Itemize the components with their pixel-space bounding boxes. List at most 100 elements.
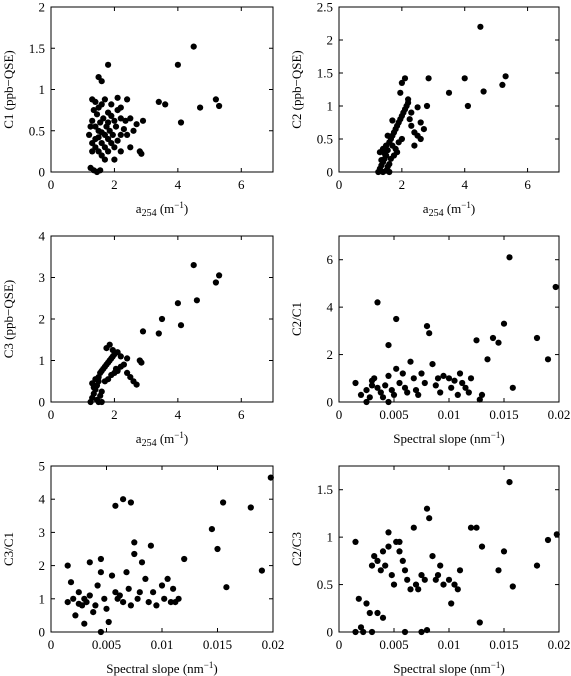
- data-point: [120, 126, 127, 133]
- data-point: [544, 536, 552, 544]
- data-point: [111, 156, 118, 163]
- data-point: [363, 600, 370, 607]
- data-point: [90, 384, 97, 391]
- y-tick-label: 2: [39, 558, 46, 573]
- data-point: [385, 529, 392, 536]
- data-point: [454, 391, 461, 398]
- x-tick-label: 0.015: [203, 637, 232, 652]
- data-point: [92, 98, 99, 105]
- data-point: [86, 131, 93, 138]
- data-point: [407, 586, 414, 593]
- data-point: [477, 23, 484, 30]
- data-point: [377, 567, 384, 574]
- data-point: [509, 583, 516, 590]
- data-point: [408, 109, 415, 116]
- data-point: [389, 117, 396, 124]
- data-point: [124, 96, 131, 103]
- data-point: [111, 117, 118, 124]
- y-axis-label: C1 (ppb−QSE): [1, 50, 16, 128]
- data-point: [357, 391, 365, 398]
- data-point: [127, 144, 134, 151]
- y-tick-label: 1: [39, 353, 46, 368]
- data-point: [83, 599, 90, 606]
- data-point: [124, 355, 131, 362]
- data-point: [434, 572, 442, 579]
- data-point: [87, 123, 94, 130]
- data-point: [134, 595, 141, 602]
- data-point: [445, 375, 453, 382]
- data-point: [158, 315, 166, 323]
- data-point: [368, 562, 376, 569]
- data-point: [401, 384, 409, 391]
- data-point: [451, 581, 458, 588]
- x-tick-label: 0.02: [548, 407, 571, 422]
- data-point: [212, 279, 219, 286]
- data-point: [499, 81, 506, 88]
- data-point: [120, 361, 127, 368]
- x-tick-label: 2: [111, 177, 118, 192]
- data-point: [120, 599, 127, 606]
- data-point: [397, 89, 404, 96]
- x-tick-label: 0: [48, 637, 55, 652]
- data-point: [437, 389, 444, 396]
- data-point: [124, 369, 131, 376]
- axes-frame: [338, 465, 560, 633]
- data-point: [117, 104, 124, 111]
- data-point: [72, 612, 79, 619]
- data-point: [509, 384, 516, 391]
- y-axis-label: C3 (ppb−QSE): [1, 280, 16, 358]
- data-point: [120, 496, 127, 503]
- data-point: [401, 75, 409, 82]
- data-point: [437, 562, 444, 569]
- data-point: [418, 370, 425, 377]
- data-point: [432, 382, 439, 389]
- data-point: [382, 382, 389, 389]
- data-point: [89, 148, 96, 155]
- data-point: [267, 474, 274, 481]
- data-point: [404, 389, 411, 396]
- data-point: [127, 115, 134, 122]
- data-point: [109, 347, 116, 354]
- data-point: [117, 115, 124, 122]
- data-point: [393, 315, 400, 323]
- data-point: [426, 515, 433, 522]
- y-tick-label: 4: [327, 300, 334, 315]
- data-point: [216, 102, 223, 110]
- data-point: [112, 589, 119, 596]
- data-point: [366, 394, 373, 401]
- x-axis-label: a254 (m−1): [136, 200, 188, 219]
- y-tick-label: 1.5: [317, 482, 333, 497]
- data-point: [142, 575, 149, 583]
- x-tick-label: 0.005: [379, 407, 408, 422]
- data-point: [429, 553, 436, 560]
- x-tick-label: 2: [399, 177, 406, 192]
- y-tick-label: 6: [327, 252, 334, 267]
- data-point: [216, 272, 223, 279]
- data-point: [398, 79, 405, 86]
- data-point: [93, 111, 101, 118]
- data-point: [417, 119, 424, 126]
- x-axis-label: Spectral slope (nm−1): [106, 660, 217, 676]
- y-tick-label: 5: [39, 459, 46, 474]
- data-point: [175, 595, 182, 602]
- data-point: [415, 586, 422, 593]
- data-point: [114, 94, 121, 101]
- data-point: [405, 96, 412, 103]
- data-point: [429, 361, 436, 368]
- data-point: [410, 375, 417, 382]
- data-point: [390, 391, 398, 398]
- x-tick-label: 0.005: [379, 637, 408, 652]
- data-point: [116, 592, 123, 599]
- data-point: [112, 502, 119, 509]
- data-point: [75, 600, 82, 607]
- data-point: [214, 545, 221, 553]
- data-point: [445, 89, 453, 96]
- x-tick-label: 0: [336, 407, 343, 422]
- data-point: [177, 119, 185, 126]
- data-point: [164, 575, 171, 583]
- y-tick-label: 3: [39, 525, 46, 540]
- data-point: [404, 576, 411, 583]
- x-tick-label: 0.01: [438, 637, 461, 652]
- data-point: [379, 614, 387, 621]
